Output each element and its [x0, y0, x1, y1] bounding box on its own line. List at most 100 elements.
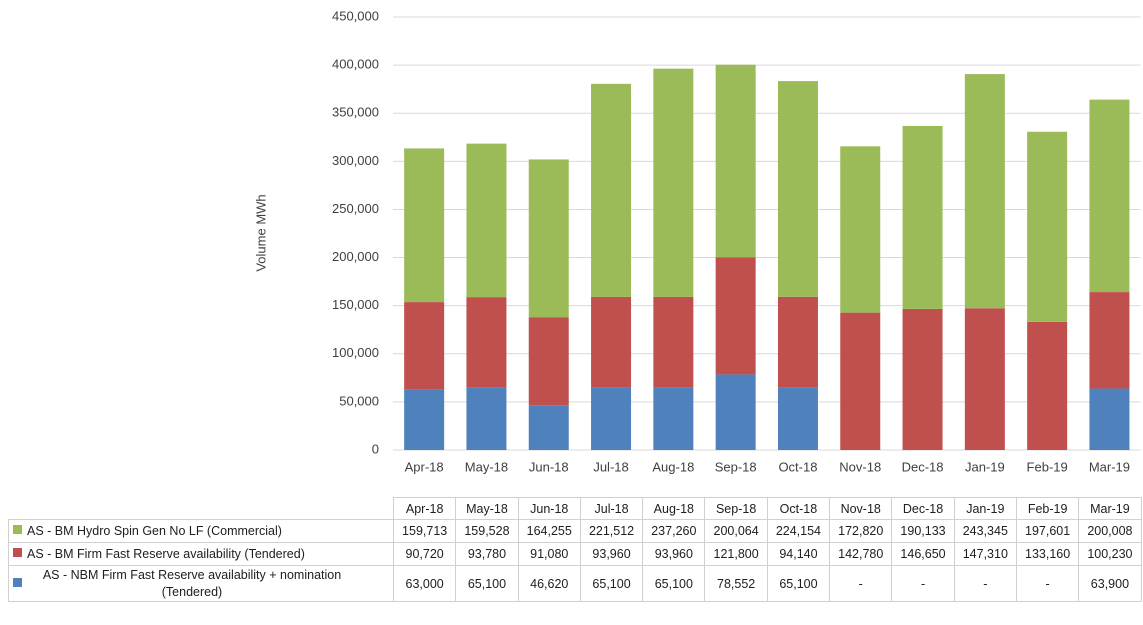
table-header-cell: Apr-18: [392, 497, 457, 520]
table-cell: 159,528: [455, 519, 519, 543]
table-cell: 147,310: [953, 542, 1017, 566]
x-tick-label: Jan-19: [965, 459, 1005, 474]
bar-segment: [466, 143, 507, 298]
bar-segment: [777, 81, 818, 297]
bar-segment: [840, 312, 881, 450]
bar-segment: [466, 297, 507, 388]
bar-segment: [404, 148, 445, 303]
table-cell: 221,512: [579, 519, 644, 543]
x-tick-label: Apr-18: [405, 459, 444, 474]
table-cell: 91,080: [517, 542, 581, 566]
table-cell: 200,064: [704, 519, 768, 543]
table-cell: 78,552: [704, 565, 768, 602]
table-header-cell: Jun-18: [517, 497, 581, 520]
table-cell: 65,100: [766, 565, 831, 602]
bar-segment: [1089, 292, 1130, 389]
table-cell: 100,230: [1078, 542, 1142, 566]
table-cell: 224,154: [766, 519, 831, 543]
x-tick-label: Jun-18: [529, 459, 569, 474]
table-cell: 142,780: [829, 542, 893, 566]
x-tick-label: May-18: [465, 459, 508, 474]
table-row: AS - BM Hydro Spin Gen No LF (Commercial…: [8, 519, 1142, 543]
y-tick-label: 150,000: [332, 297, 379, 312]
table-cell: 190,133: [891, 519, 955, 543]
x-tick-label: Jul-18: [593, 459, 628, 474]
table-cell: 164,255: [517, 519, 581, 543]
bar-segment: [528, 317, 569, 406]
table-header-cell: Jan-19: [953, 497, 1017, 520]
bar-segment: [591, 296, 632, 388]
table-header-cell: Sep-18: [704, 497, 768, 520]
x-tick-label: Aug-18: [652, 459, 694, 474]
bar-segment: [1027, 131, 1068, 322]
bar-segment: [653, 68, 694, 297]
y-tick-label: 350,000: [332, 105, 379, 120]
bar-segment: [591, 387, 632, 450]
legend-cell: AS - BM Firm Fast Reserve availability (…: [8, 542, 394, 566]
bar-segment: [902, 125, 943, 309]
bar-segment: [777, 387, 818, 450]
x-tick-label: Mar-19: [1089, 459, 1130, 474]
table-cell: 63,000: [392, 565, 457, 602]
table-row: AS - BM Firm Fast Reserve availability (…: [8, 542, 1142, 566]
x-tick-label: Nov-18: [839, 459, 881, 474]
y-axis-label: Volume MWh: [253, 194, 268, 271]
legend-swatch: [13, 577, 22, 587]
table-cell: 243,345: [953, 519, 1017, 543]
table-cell: -: [829, 565, 893, 602]
table-cell: 63,900: [1078, 565, 1142, 602]
table-cell: 90,720: [392, 542, 457, 566]
table-cell: 121,800: [704, 542, 768, 566]
y-tick-label: 250,000: [332, 201, 379, 216]
bar-segment: [840, 146, 881, 313]
table-header-cell: May-18: [455, 497, 519, 520]
table-header-cell: Aug-18: [642, 497, 706, 520]
legend-label: AS - BM Hydro Spin Gen No LF (Commercial…: [27, 523, 282, 538]
table-header-row: Apr-18 May-18 Jun-18 Jul-18 Aug-18 Sep-18 Oct-…: [9, 497, 1142, 520]
data-table: Apr-18 May-18 Jun-18 Jul-18 Aug-18 Sep-18 Oct-…: [8, 497, 1142, 602]
table-cell: 197,601: [1015, 519, 1080, 543]
table-header-cell: Mar-19: [1078, 497, 1142, 520]
bar-segment: [964, 308, 1005, 450]
y-tick-label: 200,000: [332, 249, 379, 264]
bar-segment: [404, 389, 445, 450]
bar-segment: [466, 387, 507, 450]
table-cell: 237,260: [642, 519, 706, 543]
table-cell: -: [891, 565, 955, 602]
bar-segment: [528, 159, 569, 318]
y-tick-label: 450,000: [332, 8, 379, 23]
table-header-cell: Feb-19: [1015, 497, 1080, 520]
bar-segment: [715, 64, 756, 258]
table-cell: 133,160: [1015, 542, 1080, 566]
legend-label: AS - BM Firm Fast Reserve availability (…: [27, 546, 305, 561]
table-header-cell: Jul-18: [579, 497, 644, 520]
legend-swatch: [13, 525, 22, 535]
bar-segment: [653, 387, 694, 450]
table-header-cell: Oct-18: [766, 497, 831, 520]
bar-segment: [902, 308, 943, 450]
table-cell: 93,780: [455, 542, 519, 566]
legend-swatch: [13, 548, 22, 558]
table-cell: 93,960: [579, 542, 644, 566]
x-tick-label: Sep-18: [715, 459, 757, 474]
legend-cell: AS - NBM Firm Fast Reserve availability …: [8, 565, 394, 602]
table-cell: 93,960: [642, 542, 706, 566]
table-row: AS - NBM Firm Fast Reserve availability …: [8, 565, 1142, 602]
table-cell: 94,140: [766, 542, 831, 566]
table-cell: 146,650: [891, 542, 955, 566]
y-tick-label: 0: [372, 441, 379, 456]
table-cell: 65,100: [455, 565, 519, 602]
bar-segment: [404, 302, 445, 390]
y-tick-label: 100,000: [332, 345, 379, 360]
table-corner: [9, 498, 394, 520]
x-tick-label: Feb-19: [1027, 459, 1068, 474]
bar-segment: [1027, 321, 1068, 450]
y-tick-label: 50,000: [339, 393, 379, 408]
bar-segment: [1089, 99, 1130, 293]
bar-segment: [591, 83, 632, 297]
table-cell: -: [953, 565, 1017, 602]
bar-segment: [653, 296, 694, 388]
bar-segment: [964, 74, 1005, 309]
